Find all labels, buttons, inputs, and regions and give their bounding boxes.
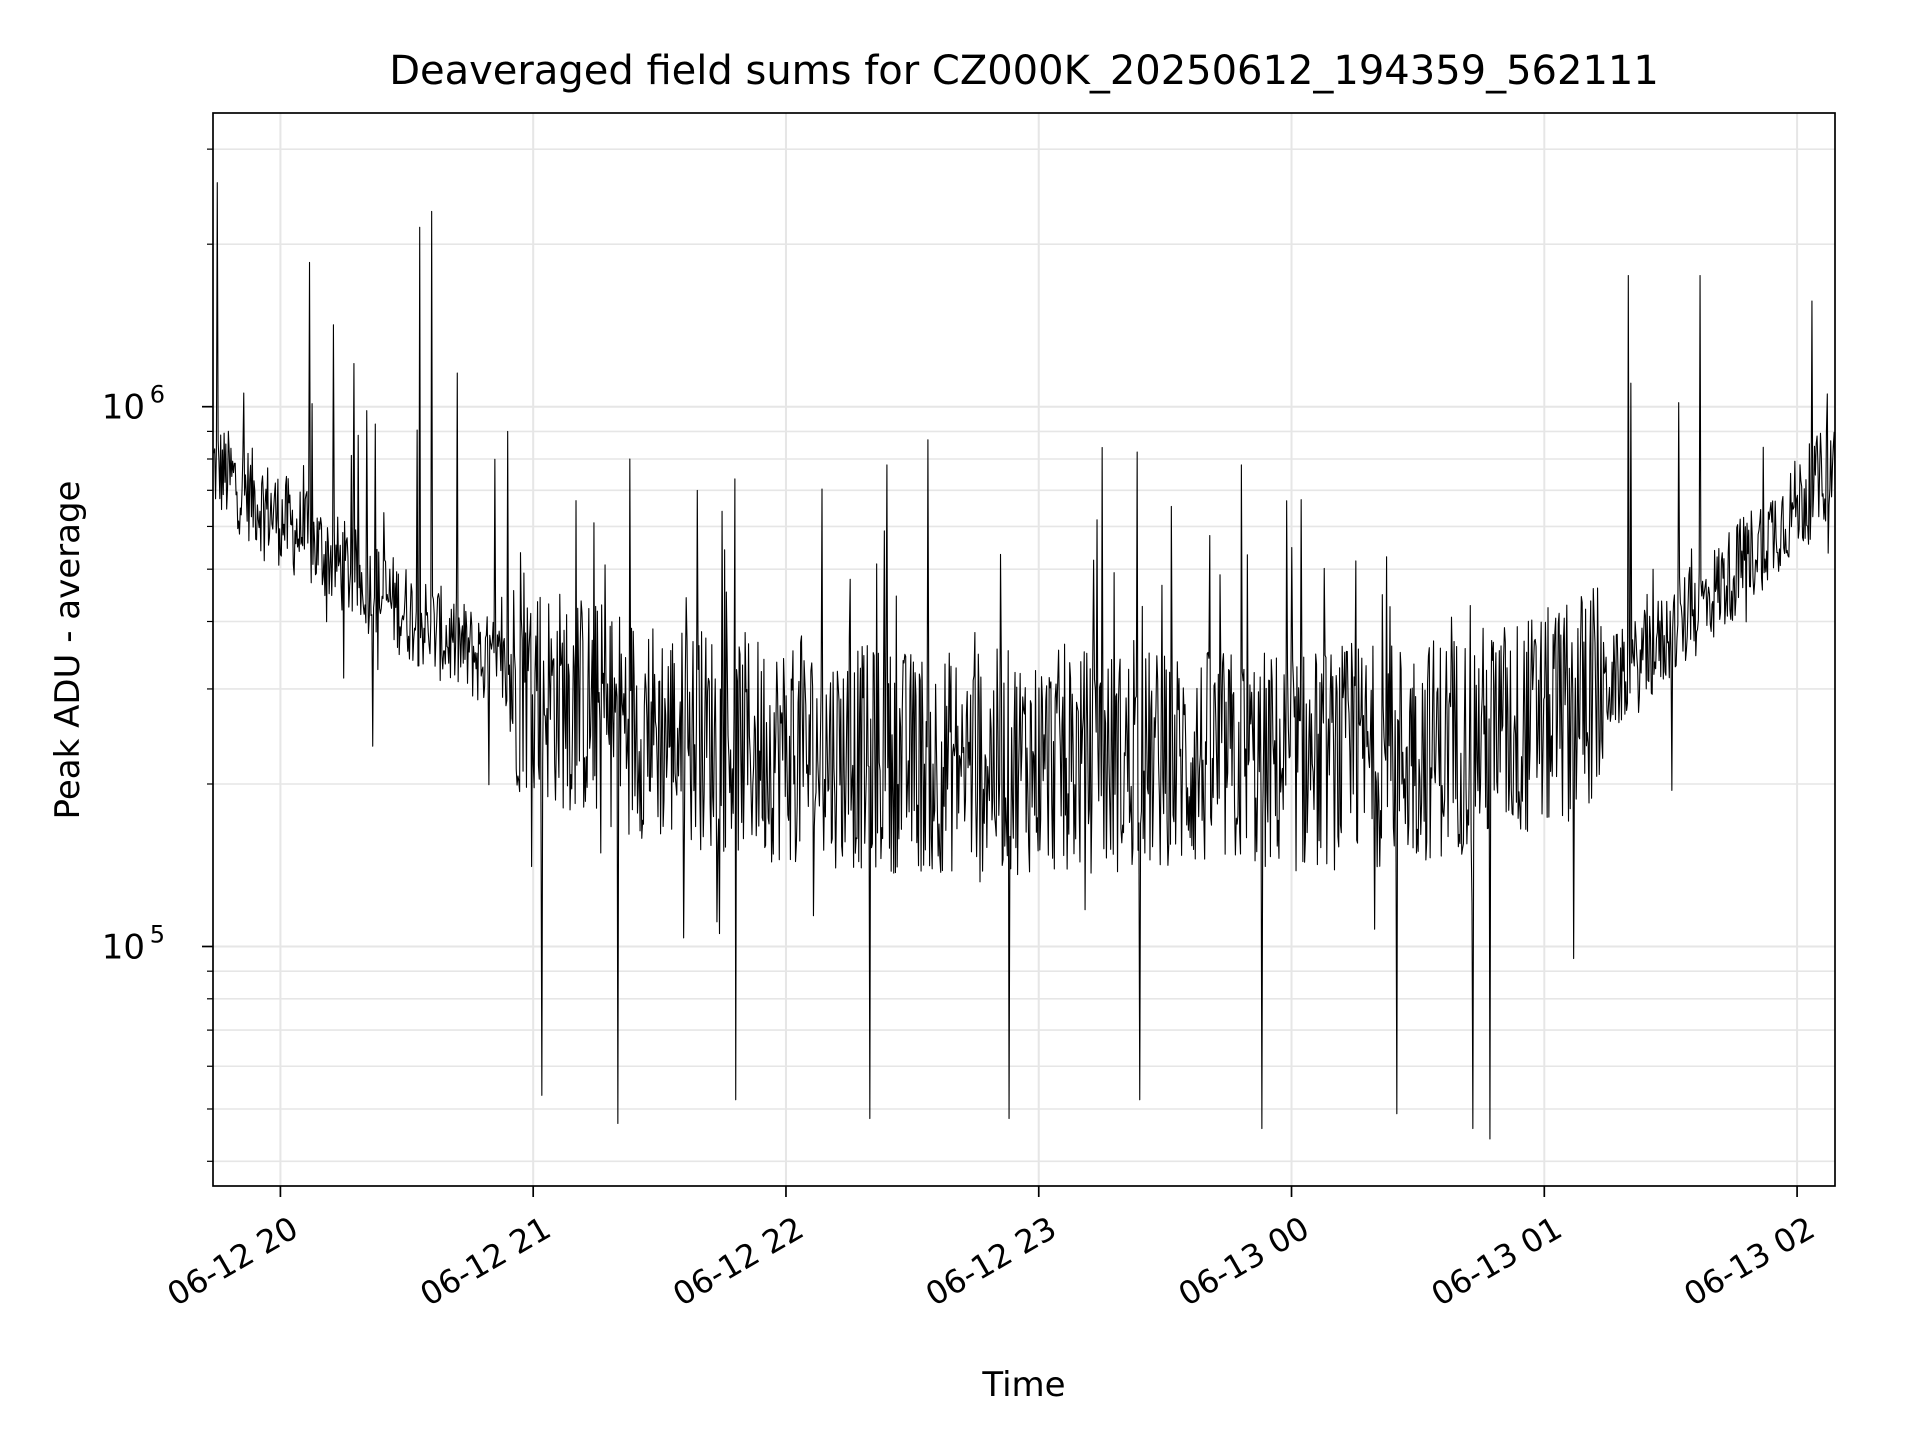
y-tick-exponent: 5 [150,920,165,948]
series-line [212,182,1836,1140]
plot-frame [212,112,1836,1187]
chart-title: Deaveraged field sums for CZ000K_2025061… [389,48,1659,94]
y-tick-label: 10 [102,927,145,967]
grid [213,113,1835,1186]
y-tick-label: 10 [102,388,145,428]
x-axis-label: Time [981,1365,1065,1405]
plot-area [212,182,1836,1140]
y-axis-label: Peak ADU - average [48,481,88,820]
y-tick-exponent: 6 [150,381,165,409]
